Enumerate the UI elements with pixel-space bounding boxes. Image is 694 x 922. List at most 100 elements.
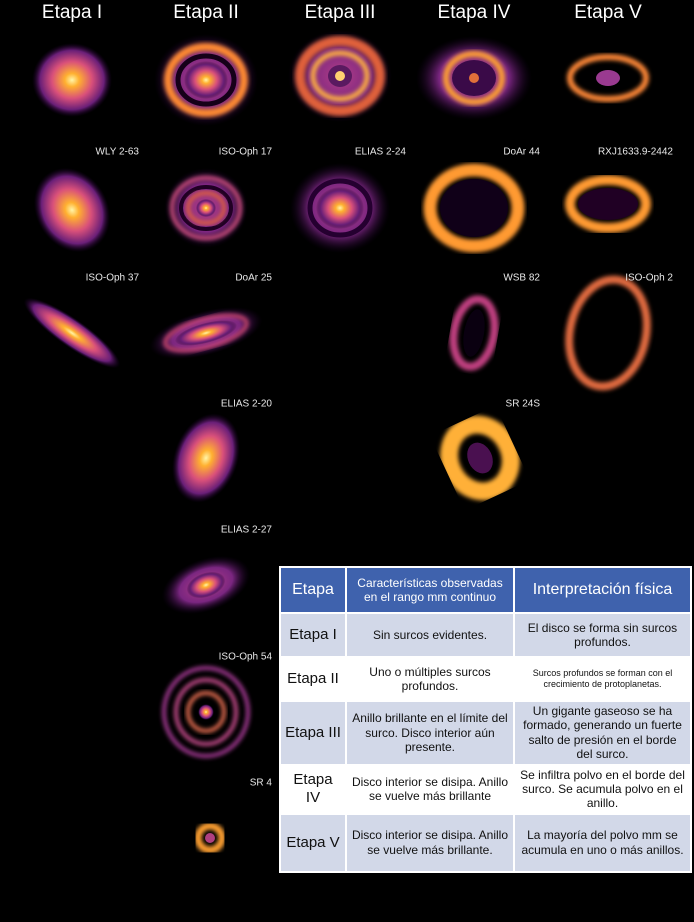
disk-label: ISO-Oph 2 [625, 273, 673, 284]
disk-blob [33, 167, 111, 253]
table-cell: Etapa I [279, 612, 347, 658]
disk-blob [469, 73, 479, 83]
disk-label: RXJ1633.9-2442 [598, 147, 673, 158]
table-cell: Anillo brillante en el límite del surco.… [345, 700, 515, 766]
disk-image [567, 54, 649, 102]
disk-image [290, 163, 390, 253]
table-cell: La mayoría del polvo mm se acumula en un… [513, 812, 692, 873]
header-cell: Interpretación física [513, 566, 692, 614]
disk-image [162, 666, 250, 758]
table-cell: Se infiltra polvo en el borde del surco.… [513, 763, 692, 815]
disk-blob [467, 442, 493, 474]
disk-ring [162, 666, 250, 758]
disk-blob [172, 413, 240, 503]
disk-ring [175, 53, 237, 107]
table-row: Etapa I Sin surcos evidentes. El disco se … [279, 612, 692, 658]
disk-ring [565, 275, 651, 391]
table-cell: Disco interior se disipa. Anillo se vuel… [345, 763, 515, 815]
disk-blob [23, 297, 121, 369]
stage-header: Etapa V [574, 2, 642, 23]
disk-blob [440, 179, 508, 237]
disk-image [565, 275, 651, 391]
table-cell: Etapa II [279, 656, 347, 702]
disk-image [32, 43, 112, 117]
disk-image [565, 175, 651, 233]
table-cell: Un gigante gaseoso se ha formado, genera… [513, 700, 692, 766]
header-cell: Etapa [279, 566, 347, 614]
stage-table: Etapa Características observadas en el ra… [279, 566, 692, 873]
stage-header: Etapa II [173, 2, 239, 23]
disk-image [164, 168, 248, 248]
table-row: Etapa III Anillo brillante en el límite d… [279, 700, 692, 766]
disk-image [149, 306, 263, 360]
disk-label: SR 24S [506, 399, 541, 410]
disk-blob [463, 309, 485, 357]
disk-blob [32, 43, 112, 117]
table-row: Etapa II Uno o múltiples surcos profundos… [279, 656, 692, 702]
disk-label: ISO-Oph 17 [219, 147, 273, 158]
disk-blob [316, 187, 364, 229]
stage-header: Etapa I [42, 2, 102, 23]
header-cell: Características observadas en el rango m… [345, 566, 515, 614]
disk-ring [179, 185, 233, 231]
disk-image [161, 555, 251, 615]
table-row: Etapa V Disco interior se disipa. Anillo … [279, 812, 692, 873]
stage-header: Etapa IV [438, 2, 511, 23]
table-cell: Etapa III [279, 700, 347, 766]
disk-ring [164, 43, 248, 117]
disk-ring [310, 50, 370, 102]
disk-blob [335, 71, 345, 81]
table-cell: Uno o múltiples surcos profundos. [345, 656, 515, 702]
disk-label: ELIAS 2-27 [221, 525, 273, 536]
table-cell: Surcos profundos se forman con el crecim… [513, 656, 692, 702]
disk-ring [194, 822, 226, 854]
disk-blob [184, 61, 228, 99]
disk-label: ELIAS 2-20 [221, 399, 273, 410]
stage-header: Etapa III [305, 2, 376, 23]
disk-label: ISO-Oph 37 [86, 273, 140, 284]
table-cell: Sin surcos evidentes. [345, 612, 515, 658]
disk-image [172, 413, 240, 503]
disk-blob [186, 571, 226, 599]
table-row: Etapa IV Disco interior se disipa. Anillo… [279, 763, 692, 815]
disk-ring [449, 295, 499, 371]
disk-ring [423, 163, 525, 253]
disk-ring [295, 36, 385, 116]
disk-image [416, 36, 532, 120]
disk-ring [170, 176, 242, 240]
disk-image [440, 415, 520, 501]
table-cell: Disco interior se disipa. Anillo se vuel… [345, 812, 515, 873]
disk-blob [196, 199, 216, 217]
disk-blob [174, 320, 238, 346]
disk-image [449, 295, 499, 371]
disk-blob [205, 833, 215, 843]
disk-label: DoAr 25 [235, 273, 272, 284]
disk-label: ISO-Oph 54 [219, 652, 273, 663]
disk-image [154, 34, 258, 126]
disk-ring [186, 691, 226, 733]
disk-blob [198, 704, 214, 720]
disk-image [23, 297, 121, 369]
table-cell: El disco se forma sin surcos profundos. [513, 612, 692, 658]
disk-image [423, 163, 525, 253]
disk-label: WSB 82 [503, 273, 540, 284]
disk-ring [307, 178, 373, 238]
disk-label: DoAr 44 [503, 147, 540, 158]
disk-ring [440, 415, 520, 501]
disk-ring [186, 191, 226, 225]
disk-label: ELIAS 2-24 [355, 147, 407, 158]
disk-image [194, 822, 226, 854]
disk-ring [174, 678, 238, 746]
disk-label: SR 4 [250, 778, 273, 789]
disk-ring [565, 175, 651, 233]
table-cell: Etapa V [279, 812, 347, 873]
header-row: Etapa Características observadas en el ra… [279, 566, 692, 614]
disk-ring [163, 314, 249, 352]
table-cell: Etapa IV [279, 763, 347, 815]
disk-ring [443, 51, 505, 105]
disk-image [33, 167, 111, 253]
disk-image [288, 30, 392, 122]
disk-blob [578, 188, 638, 220]
